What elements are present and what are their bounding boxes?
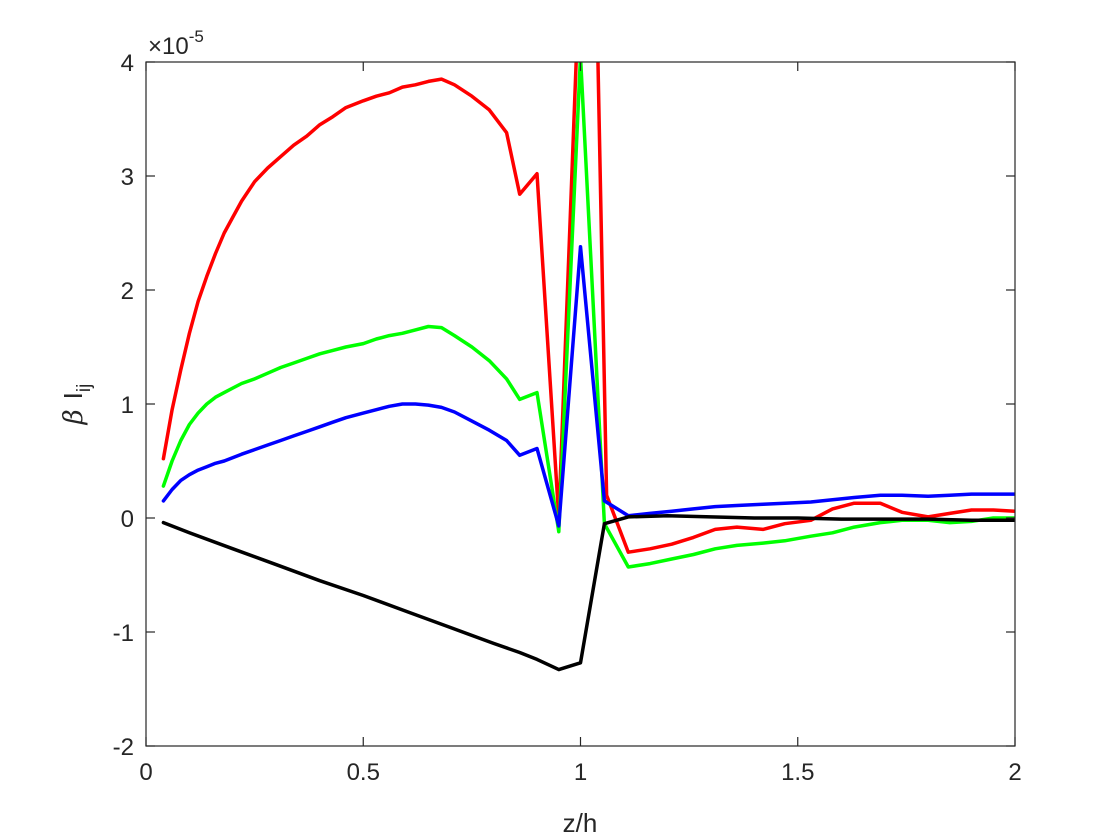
y-axis-label: β Iij <box>58 384 95 426</box>
y-tick-label-2: 0 <box>121 506 134 533</box>
series-layer <box>161 62 1015 672</box>
x-tick-label-1: 0.5 <box>347 759 380 786</box>
y-axis-label-sub: ij <box>74 384 95 392</box>
y-tick-label-3: 1 <box>121 392 134 419</box>
y-tick-label-1: -1 <box>113 620 134 647</box>
y-tick-label-5: 3 <box>121 164 134 191</box>
y-multiplier-base: ×10 <box>148 33 189 60</box>
y-multiplier: ×10-5 <box>148 27 204 60</box>
y-tick-label-0: -2 <box>113 734 134 761</box>
y-axis-label-main: I <box>58 392 88 399</box>
series-line-2 <box>161 62 1015 569</box>
y-tick-label-4: 2 <box>121 278 134 305</box>
y-multiplier-exponent: -5 <box>189 27 204 46</box>
series-line-1 <box>161 62 1015 554</box>
svg-text:βIij: β Iij <box>58 384 95 426</box>
series-line-3 <box>161 244 1015 528</box>
series-line-4 <box>161 513 1015 672</box>
x-axis-label: z/h <box>563 808 598 838</box>
x-tick-label-3: 1.5 <box>781 759 814 786</box>
x-tick-label-2: 1 <box>574 759 587 786</box>
x-tick-label-0: 0 <box>139 759 152 786</box>
ticks-layer: 0 0.5 1 1.5 2 -2 -1 0 1 2 3 4 <box>113 50 1022 786</box>
y-tick-label-6: 4 <box>121 50 134 77</box>
axes-box <box>145 61 1016 747</box>
y-axis-label-symbol: β <box>59 409 89 425</box>
x-tick-label-4: 2 <box>1008 759 1021 786</box>
